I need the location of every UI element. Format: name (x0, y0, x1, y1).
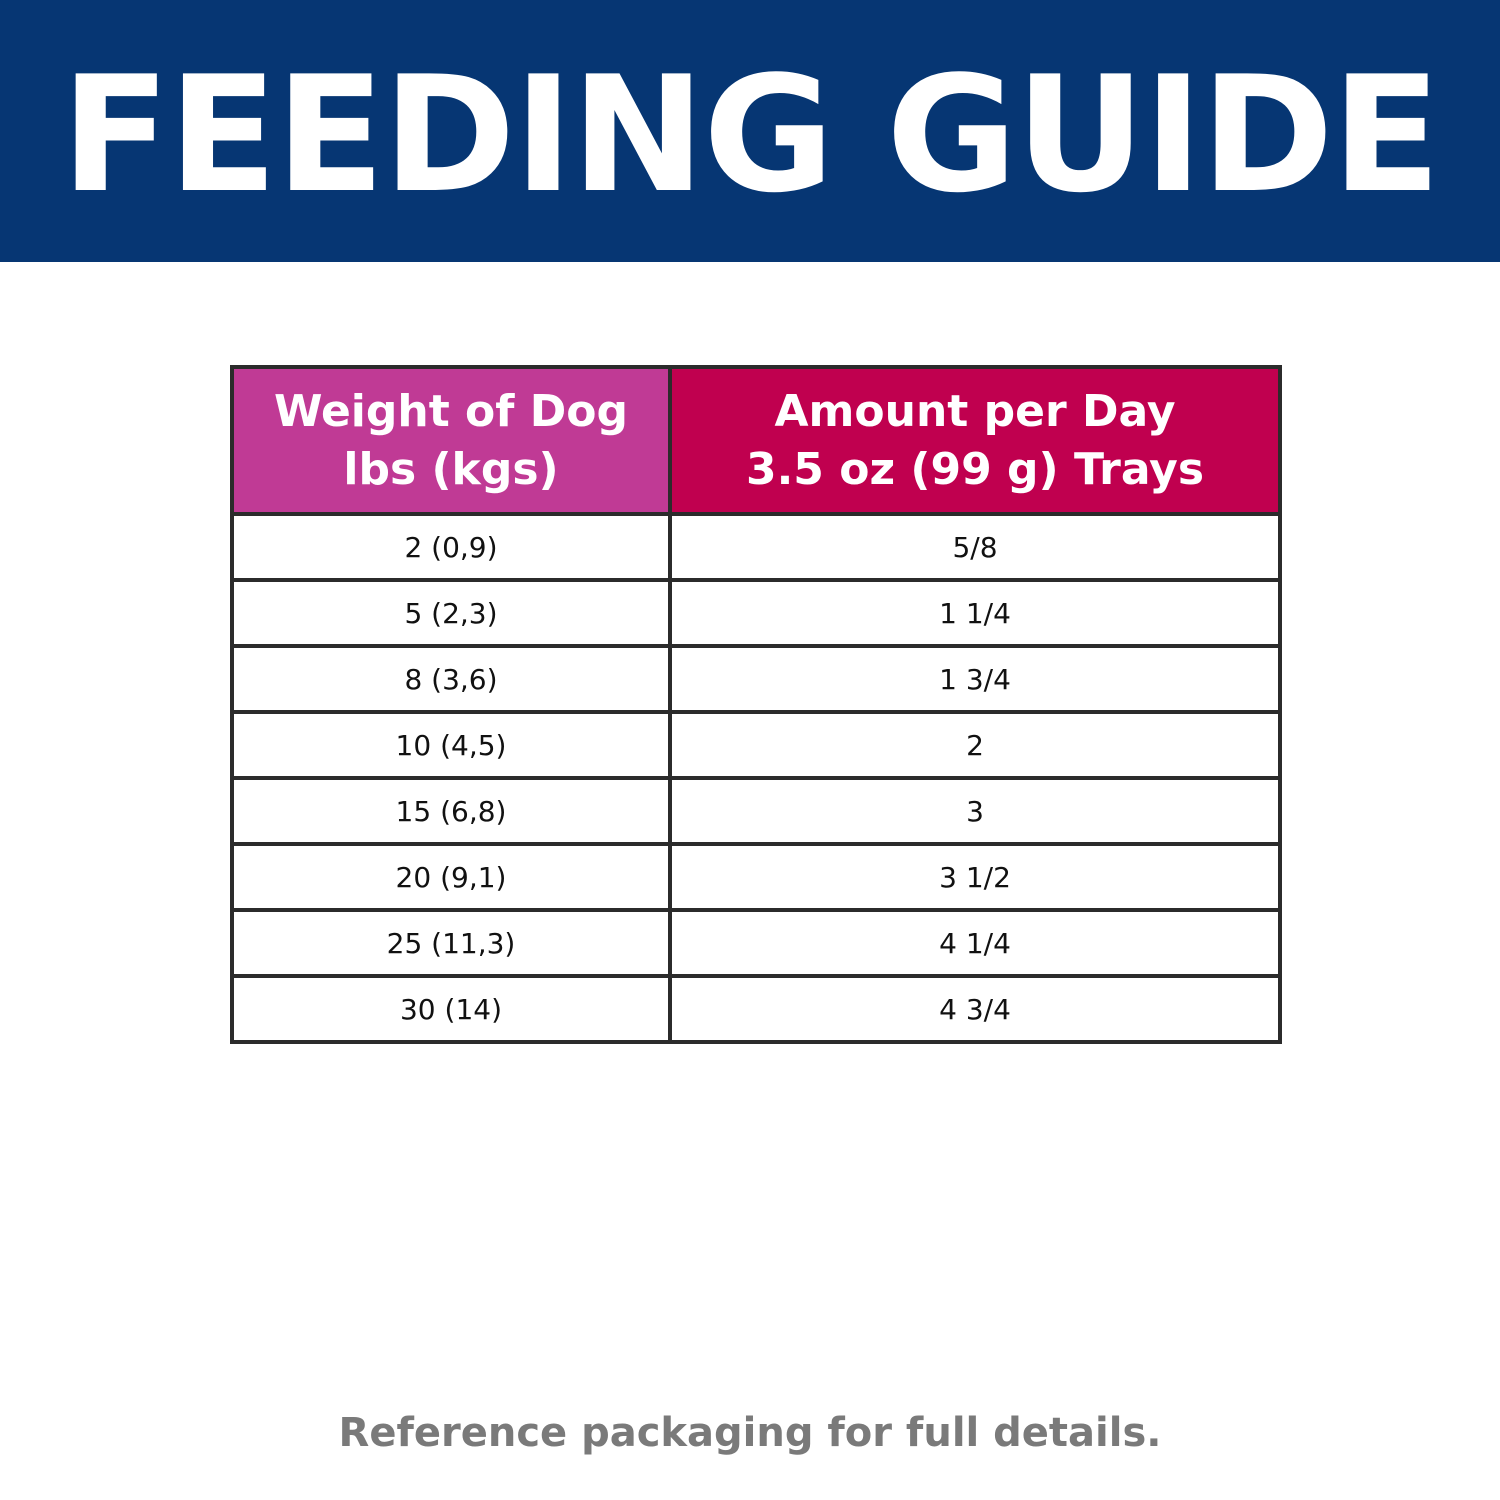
table-row: 5 (2,3) 1 1/4 (230, 578, 1282, 648)
amount-cell: 1 1/4 (668, 578, 1282, 648)
amount-cell: 5/8 (668, 512, 1282, 582)
header-amount-line2: 3.5 oz (99 g) Trays (745, 443, 1205, 495)
feeding-table: Weight of Dog lbs (kgs) Amount per Day 3… (230, 365, 1282, 1044)
weight-cell: 15 (6,8) (230, 776, 672, 846)
table-header-row: Weight of Dog lbs (kgs) Amount per Day 3… (230, 365, 1282, 516)
weight-cell: 5 (2,3) (230, 578, 672, 648)
header-banner: FEEDING GUIDE (0, 0, 1500, 262)
header-amount-line1: Amount per Day (774, 385, 1176, 437)
header-weight-line2: lbs (kgs) (343, 443, 559, 495)
weight-cell: 8 (3,6) (230, 644, 672, 714)
amount-cell: 3 (668, 776, 1282, 846)
weight-cell: 20 (9,1) (230, 842, 672, 912)
header-weight-line1: Weight of Dog (274, 385, 628, 437)
table-row: 20 (9,1) 3 1/2 (230, 842, 1282, 912)
table-row: 15 (6,8) 3 (230, 776, 1282, 846)
feeding-table-container: Weight of Dog lbs (kgs) Amount per Day 3… (230, 365, 1282, 1044)
weight-cell: 30 (14) (230, 974, 672, 1044)
page-title: FEEDING GUIDE (60, 41, 1441, 228)
table-row: 25 (11,3) 4 1/4 (230, 908, 1282, 978)
amount-cell: 3 1/2 (668, 842, 1282, 912)
weight-cell: 10 (4,5) (230, 710, 672, 780)
header-amount-per-day: Amount per Day 3.5 oz (99 g) Trays (668, 365, 1282, 516)
header-weight-of-dog: Weight of Dog lbs (kgs) (230, 365, 672, 516)
footer-note: Reference packaging for full details. (338, 1410, 1162, 1456)
table-row: 10 (4,5) 2 (230, 710, 1282, 780)
amount-cell: 4 3/4 (668, 974, 1282, 1044)
amount-cell: 2 (668, 710, 1282, 780)
weight-cell: 2 (0,9) (230, 512, 672, 582)
amount-cell: 4 1/4 (668, 908, 1282, 978)
table-row: 2 (0,9) 5/8 (230, 512, 1282, 582)
table-row: 30 (14) 4 3/4 (230, 974, 1282, 1044)
table-row: 8 (3,6) 1 3/4 (230, 644, 1282, 714)
amount-cell: 1 3/4 (668, 644, 1282, 714)
weight-cell: 25 (11,3) (230, 908, 672, 978)
